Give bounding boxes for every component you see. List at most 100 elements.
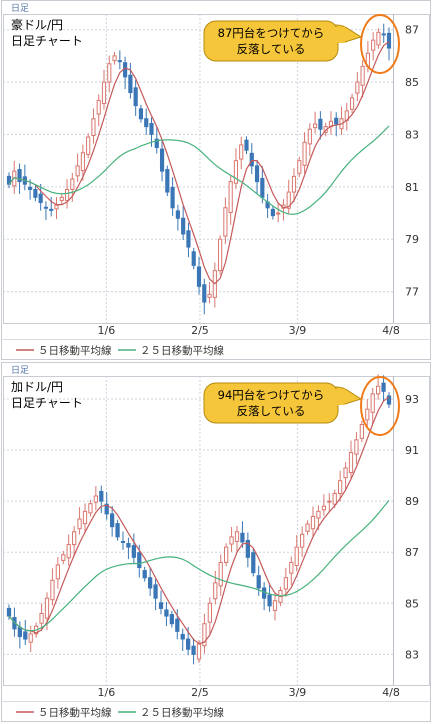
candle-down [154,138,159,149]
candle-up [50,579,55,601]
candle-down [191,251,196,266]
candle-down [28,186,33,190]
candle-down [180,633,185,640]
callout-text-1: 94円台をつけてから [218,388,325,402]
ma5-line [8,41,390,285]
candle-up [207,293,212,298]
candle-down [23,631,28,640]
candle-up [300,533,305,548]
candle-down [386,32,392,49]
candle-up [213,582,218,600]
candle-down [169,614,174,625]
candle-down [123,62,128,78]
candle-down [126,543,131,548]
candle-down [254,165,260,183]
audjpy-chart-panel: 日足 77 79 81 83 85 87 1/6 2/5 3/9 4/8 豪ドル/円 日足チャート 87円… [1,0,431,360]
chart-title: 加ドル/円 [11,380,63,394]
panel-frame [1,0,431,360]
ma25-line [8,499,390,632]
candle-down [153,584,158,599]
candle-down [165,169,170,193]
candle-down [318,118,323,130]
candle-up [93,495,98,503]
candle-down [260,177,265,198]
ma25-line [8,125,390,215]
candle-up [101,81,107,105]
candle-up [207,602,212,623]
candle-down [202,284,207,303]
candle-down [196,266,202,287]
candle-up [234,531,240,542]
candle-down [175,210,180,219]
candle-down [110,513,115,528]
candle-down [170,186,175,209]
candle-down [334,117,339,125]
candle-up [88,503,93,514]
candle-down [249,152,254,167]
candle-down [128,74,133,94]
candle-up [276,212,281,215]
candle-up [70,178,75,190]
candle-up [55,564,60,580]
candle-down [175,618,180,632]
candle-down [251,552,256,574]
candle-up [39,612,44,624]
candle-down [186,638,191,650]
candle-up [54,204,59,210]
y-tick-label: 93 [405,393,419,406]
candle-up [82,510,88,525]
candle-down [38,193,43,204]
candle-down [17,169,22,183]
candle-up [202,623,207,647]
highlight-circle [360,14,400,74]
plot-frame [3,14,430,324]
ma5-line [8,396,390,645]
candle-up [229,536,234,545]
chart-subtitle: 日足チャート [11,34,83,48]
candle-up [96,99,101,115]
candle-up [228,181,233,213]
candle-up [28,633,33,643]
candle-down [17,626,22,637]
panel-frame [1,362,431,722]
y-tick-label: 87 [405,546,419,559]
candle-up [107,63,112,83]
x-tick-label: 3/9 [289,324,307,337]
candle-up [332,492,337,505]
y-tick-label: 81 [405,181,419,194]
candle-up [297,160,302,174]
candle-down [131,545,136,558]
candle-up [370,393,375,413]
candle-up [327,500,332,503]
candle-up [77,518,82,530]
candle-up [294,546,299,566]
y-tick-label: 87 [405,24,419,37]
y-tick-label: 91 [405,444,419,457]
candle-down [381,33,386,36]
candle-down [149,122,154,135]
candle-up [289,561,294,574]
candle-up [286,191,291,209]
chart-tag: 日足 [11,365,29,376]
candle-down [115,523,120,538]
candle-up [376,31,381,46]
candle-down [117,60,122,63]
candle-up [239,144,244,160]
candle-up [196,643,202,660]
y-tick-label: 79 [405,233,419,246]
candle-up [223,207,228,237]
candle-up [313,123,318,129]
y-tick-label: 77 [405,286,419,299]
candle-down [245,539,250,558]
cadjpy-chart-panel: 日足 83 85 87 89 91 93 1/6 2/5 3/9 4/8 加ドル/円 日足チャート 94円… [1,362,431,722]
candle-down [386,395,392,405]
candle-up [72,531,77,546]
candle-down [148,577,153,589]
candle-down [270,208,275,217]
candle-up [343,467,348,479]
candle-up [44,597,50,619]
candle-down [99,490,104,502]
candle-down [104,503,109,515]
x-tick-label: 4/8 [382,324,400,337]
